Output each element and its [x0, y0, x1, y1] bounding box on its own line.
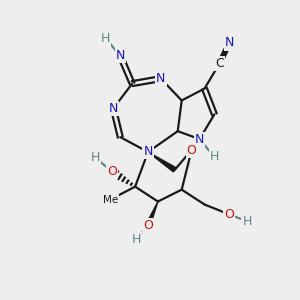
- Polygon shape: [148, 152, 176, 172]
- Text: N: N: [109, 102, 118, 115]
- Text: N: N: [156, 72, 166, 85]
- Text: N: N: [195, 133, 204, 146]
- Polygon shape: [146, 202, 158, 226]
- Text: H: H: [131, 233, 141, 246]
- Text: N: N: [116, 50, 125, 62]
- Text: H: H: [91, 152, 100, 164]
- Text: H: H: [210, 150, 219, 164]
- Text: Me: Me: [103, 194, 118, 205]
- Text: H: H: [242, 215, 252, 228]
- Text: O: O: [187, 143, 196, 157]
- Text: O: O: [107, 165, 117, 178]
- Text: H: H: [101, 32, 110, 44]
- Text: O: O: [143, 219, 153, 232]
- Text: O: O: [224, 208, 234, 221]
- Text: N: N: [225, 37, 234, 50]
- Text: C: C: [215, 57, 224, 70]
- Text: N: N: [143, 146, 153, 158]
